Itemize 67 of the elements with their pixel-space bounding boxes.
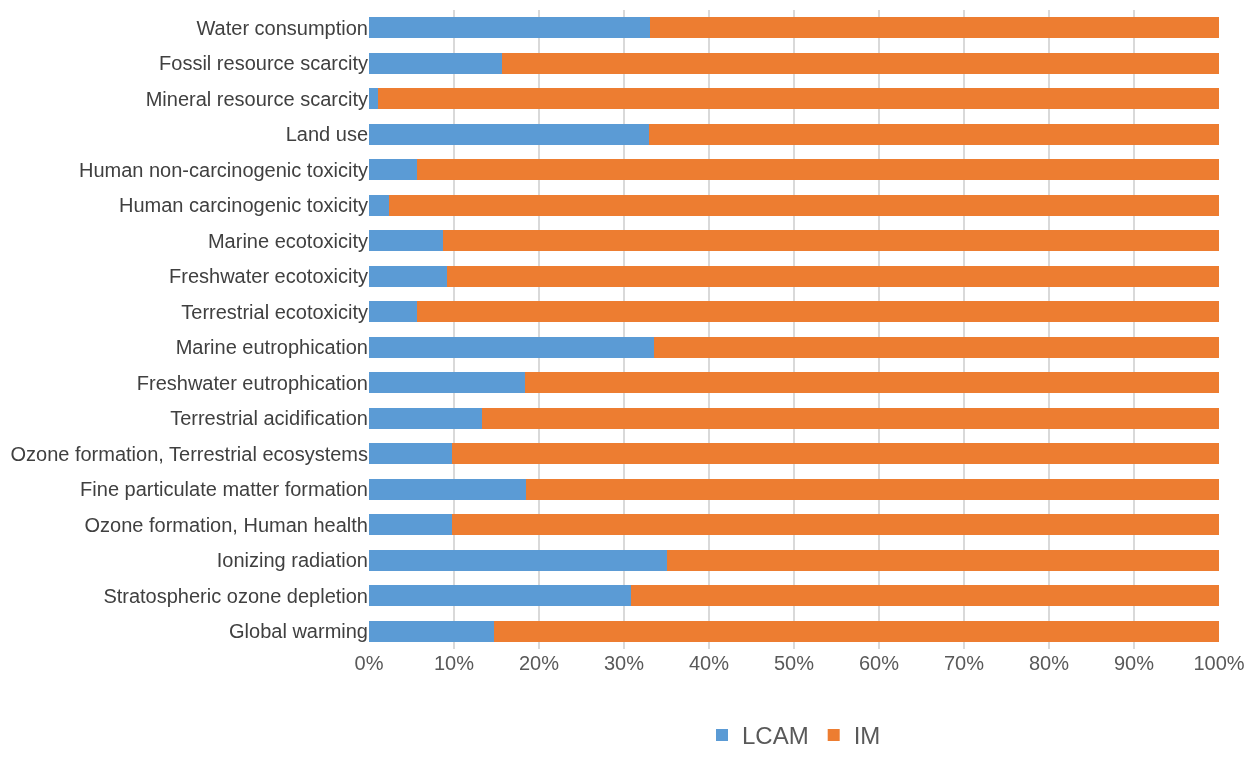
bar [442,230,1219,252]
bar [369,336,654,358]
x-tick-label: 20% [518,652,560,674]
bar [630,585,1219,607]
y-tick-label: Ozone formation, Terrestrial ecosystems [10,442,368,465]
y-tick-label: Fine particulate matter formation [80,478,368,501]
bar [369,194,389,216]
bar [388,194,1219,216]
y-tick-label: Human non-carcinogenic toxicity [78,158,368,181]
x-tick-label: 90% [1113,652,1155,674]
bar [369,265,448,287]
x-tick-label: 30% [603,652,645,674]
bar [650,17,1219,39]
y-tick-label: Terrestrial acidification [170,407,368,430]
bar [369,301,418,323]
bar [452,514,1219,536]
y-tick-label: Stratospheric ozone depletion [103,584,368,607]
bar [482,407,1219,429]
y-tick-label: Water consumption [196,16,368,39]
y-tick-label: Terrestrial ecotoxicity [181,300,368,323]
bar [653,336,1219,358]
y-tick-label: Marine eutrophication [175,336,368,359]
x-tick-label: 60% [858,652,900,674]
bar [369,230,443,252]
bar [667,549,1219,571]
y-tick-label: Marine ecotoxicity [207,229,368,252]
y-tick-label: Global warming [229,620,368,643]
bar [369,372,525,394]
y-tick-label: Freshwater eutrophication [136,371,368,394]
bar [447,265,1219,287]
bar [369,549,668,571]
bar [416,159,1219,181]
x-tick-label: 70% [943,652,985,674]
y-tick-label: Ozone formation, Human health [84,513,368,536]
x-tick-label: 40% [688,652,730,674]
legend-label: LCAM [742,722,809,750]
bar [369,620,494,642]
bar [377,88,1219,110]
x-tick-label: 80% [1028,652,1070,674]
y-tick-label: Mineral resource scarcity [145,87,368,110]
bar [526,478,1219,500]
x-tick-label: 0% [354,652,384,674]
y-tick-label: Human carcinogenic toxicity [119,194,368,217]
x-tick-label: 50% [773,652,815,674]
bar [369,407,483,429]
legend-label: IM [853,722,881,750]
bar [493,620,1219,642]
bar [369,52,502,74]
y-tick-label: Land use [285,123,368,146]
bar [369,123,649,145]
bar [648,123,1219,145]
bar [369,88,378,110]
x-tick-label: 10% [433,652,475,674]
y-tick-label: Ionizing radiation [216,549,368,572]
bar [369,585,631,607]
bar [417,301,1219,323]
bar [501,52,1219,74]
bar [524,372,1219,394]
x-tick-label: 100% [1193,652,1245,674]
bar [452,443,1219,465]
bar [369,159,417,181]
bar [369,443,453,465]
bar [369,478,527,500]
bar [369,514,453,536]
bar [369,17,651,39]
y-tick-label: Fossil resource scarcity [159,52,368,75]
y-tick-label: Freshwater ecotoxicity [169,265,368,288]
